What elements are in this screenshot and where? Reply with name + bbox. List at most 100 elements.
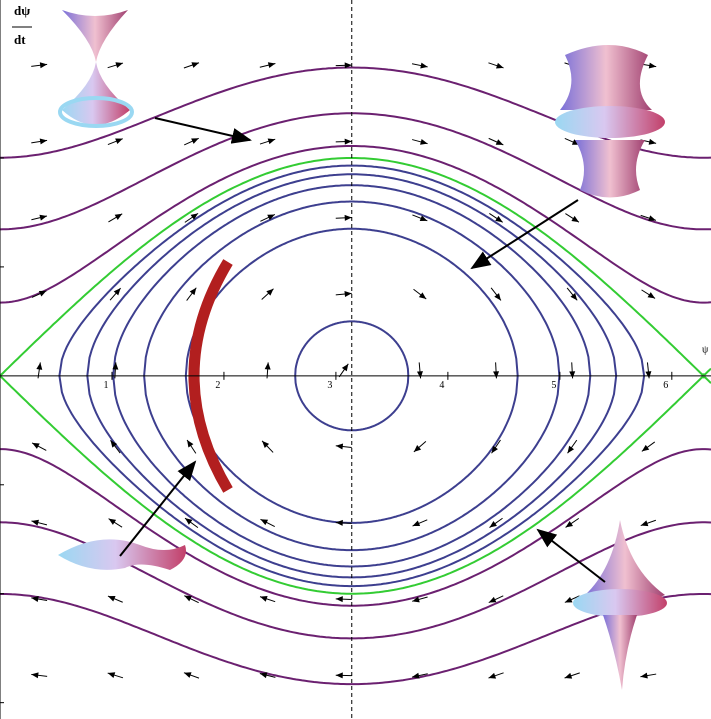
x-tick-label: 5 bbox=[551, 380, 556, 391]
callout-arrow bbox=[119, 460, 197, 557]
x-label: ψ bbox=[702, 344, 709, 355]
field-arrow-head bbox=[189, 287, 197, 296]
field-arrow-head bbox=[648, 215, 656, 222]
surface-top-right bbox=[555, 45, 665, 198]
field-arrow-head bbox=[489, 521, 497, 528]
surface-bottom-right bbox=[573, 520, 667, 690]
field-arrow-head bbox=[113, 288, 121, 296]
x-tick-label: 3 bbox=[327, 380, 332, 391]
field-arrow-head bbox=[262, 440, 270, 448]
field-arrow-head bbox=[494, 293, 501, 301]
field-arrow-head bbox=[488, 672, 497, 679]
field-arrow-head bbox=[191, 62, 200, 68]
field-arrow-head bbox=[564, 596, 573, 603]
surface-top-left bbox=[58, 10, 134, 128]
field-arrow-head bbox=[32, 442, 40, 449]
field-arrow-head bbox=[567, 445, 575, 454]
y-label-num: dψ bbox=[14, 3, 30, 18]
field-arrow-head bbox=[645, 371, 652, 379]
field-arrow-head bbox=[493, 371, 500, 379]
field-arrow-head bbox=[344, 214, 352, 221]
field-arrow-head bbox=[344, 62, 352, 69]
orbit bbox=[0, 593, 711, 686]
x-tick-label: 2 bbox=[215, 380, 220, 391]
field-arrow-head bbox=[115, 62, 123, 68]
field-arrow-head bbox=[185, 518, 193, 525]
field-arrow-head bbox=[412, 596, 420, 603]
orbit bbox=[0, 145, 711, 304]
field-arrow-head bbox=[260, 519, 269, 526]
field-arrow-head bbox=[419, 215, 428, 222]
field-arrow-head bbox=[31, 596, 39, 602]
field-arrow-head bbox=[335, 443, 344, 450]
field-arrow-head bbox=[110, 440, 118, 448]
field-arrow-head bbox=[267, 214, 275, 221]
field-arrow-head bbox=[420, 62, 428, 69]
field-arrow-head bbox=[335, 672, 343, 679]
callout-arrow bbox=[536, 528, 606, 583]
field-arrow-head bbox=[413, 445, 422, 452]
field-arrow-head bbox=[571, 215, 579, 223]
field-arrow-head bbox=[39, 138, 48, 145]
field-arrow-head bbox=[39, 62, 48, 69]
field-arrow-head bbox=[344, 291, 352, 298]
field-arrow-head bbox=[491, 445, 498, 454]
field-arrow-head bbox=[416, 371, 423, 379]
field-arrow-head bbox=[648, 62, 657, 69]
field-arrow-head bbox=[335, 596, 343, 603]
x-tick-label: 4 bbox=[439, 380, 444, 391]
field-arrow-head bbox=[260, 596, 268, 602]
field-arrow-head bbox=[495, 139, 504, 145]
field-arrow-head bbox=[39, 214, 47, 221]
field-arrow-head bbox=[495, 215, 503, 223]
field-arrow-head bbox=[341, 363, 349, 372]
field-arrow-head bbox=[190, 213, 199, 220]
field-arrow-head bbox=[267, 138, 276, 145]
field-arrow-head bbox=[570, 293, 578, 301]
field-arrow-head bbox=[640, 672, 648, 679]
field-arrow-head bbox=[112, 362, 119, 370]
field-arrow-head bbox=[107, 672, 116, 678]
x-tick-label: 1 bbox=[103, 380, 108, 391]
field-arrow-head bbox=[335, 519, 343, 526]
field-arrow-head bbox=[38, 290, 47, 297]
field-arrow-head bbox=[412, 672, 420, 679]
field-arrow-head bbox=[267, 62, 276, 69]
x-tick-label: 6 bbox=[663, 380, 668, 391]
field-arrow-head bbox=[31, 672, 39, 679]
field-arrow-head bbox=[183, 672, 192, 678]
callout-arrow bbox=[154, 117, 252, 144]
field-arrow-head bbox=[31, 519, 39, 526]
field-arrow-head bbox=[569, 371, 576, 379]
orbit bbox=[0, 112, 711, 231]
field-arrow-head bbox=[184, 595, 192, 602]
field-arrow-head bbox=[115, 138, 123, 145]
field-arrow-head bbox=[266, 288, 274, 296]
orbit bbox=[0, 157, 711, 377]
field-arrow-head bbox=[647, 292, 656, 299]
field-arrow-head bbox=[412, 520, 421, 527]
field-arrow-head bbox=[264, 362, 271, 370]
field-arrow-head bbox=[187, 439, 194, 448]
field-arrow-head bbox=[114, 213, 123, 220]
field-arrow-head bbox=[344, 138, 352, 145]
orbit bbox=[0, 448, 711, 607]
field-arrow-head bbox=[108, 518, 117, 525]
field-arrow-head bbox=[564, 672, 573, 679]
field-arrow-head bbox=[565, 520, 574, 528]
y-label-den: dt bbox=[14, 32, 26, 47]
field-arrow-head bbox=[420, 138, 428, 145]
callout-arrow bbox=[470, 199, 579, 270]
field-arrow-head bbox=[496, 62, 504, 69]
field-arrow-head bbox=[107, 596, 116, 602]
field-arrow-head bbox=[191, 138, 199, 144]
field-arrow-head bbox=[259, 672, 268, 679]
field-arrow-head bbox=[36, 362, 43, 370]
field-arrow-head bbox=[640, 520, 649, 527]
field-arrow-head bbox=[648, 138, 657, 145]
orbit bbox=[0, 375, 711, 595]
field-arrow-head bbox=[641, 444, 650, 452]
field-arrow-head bbox=[418, 292, 427, 299]
